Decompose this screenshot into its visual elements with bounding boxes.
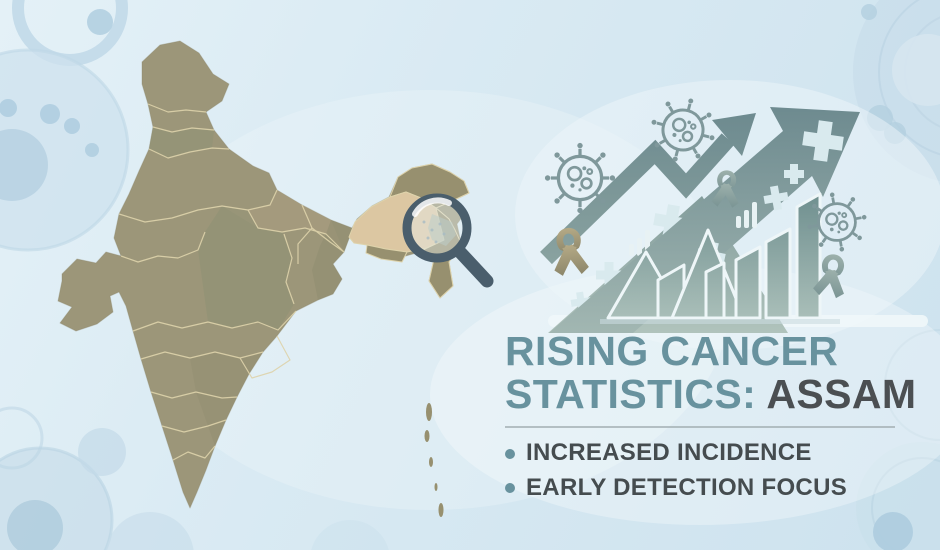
india-map <box>57 40 494 517</box>
title-line-1: RISING CANCER <box>505 328 839 374</box>
chart-bar <box>795 192 822 320</box>
rising-arrow-icon <box>549 107 860 333</box>
chart-bar <box>764 227 792 320</box>
state-borders <box>118 103 345 461</box>
medical-cross-icon <box>596 262 622 288</box>
bullet-label: INCREASED INCIDENCE <box>526 439 812 467</box>
headline-block: RISING CANCER STATISTICS: ASSAM INCREASE… <box>505 330 930 508</box>
magnifier-handle <box>453 245 494 288</box>
meghalaya-region <box>365 244 408 263</box>
bullet-dot-icon <box>505 483 515 494</box>
title-line-2-prefix: STATISTICS: <box>505 370 767 417</box>
rising-chart-illustration <box>540 88 928 333</box>
list-item: EARLY DETECTION FOCUS <box>505 473 930 504</box>
divider-line <box>505 426 895 429</box>
medical-cross-icon <box>763 185 789 211</box>
chart-bar <box>704 261 726 320</box>
magnifier-highlight <box>412 197 452 217</box>
page-title: RISING CANCER STATISTICS: ASSAM <box>505 330 930 415</box>
medical-cross-icon <box>653 204 689 240</box>
medical-cross-icon <box>570 291 592 313</box>
chart-bar <box>734 245 762 320</box>
zigzag-arrow-icon <box>540 113 756 265</box>
bars-ground-shadow <box>600 319 840 324</box>
title-emphasis-assam: ASSAM <box>766 370 917 417</box>
bullet-dot-icon <box>505 448 515 459</box>
medical-cross-icon <box>784 164 804 184</box>
lens-detail-dots <box>422 220 446 244</box>
list-item: INCREASED INCIDENCE <box>505 438 930 469</box>
medical-cross-icon <box>802 120 844 162</box>
magnifier-icon <box>402 193 494 288</box>
bullet-list: INCREASED INCIDENCE EARLY DETECTION FOCU… <box>505 438 930 503</box>
northeast-region <box>348 163 470 299</box>
lens-zoom-texture <box>428 214 456 246</box>
andaman-islands <box>424 403 444 517</box>
virus-cell-icon <box>543 141 617 215</box>
bullet-label: EARLY DETECTION FOCUS <box>526 473 848 501</box>
magnifier-lens <box>411 202 463 254</box>
